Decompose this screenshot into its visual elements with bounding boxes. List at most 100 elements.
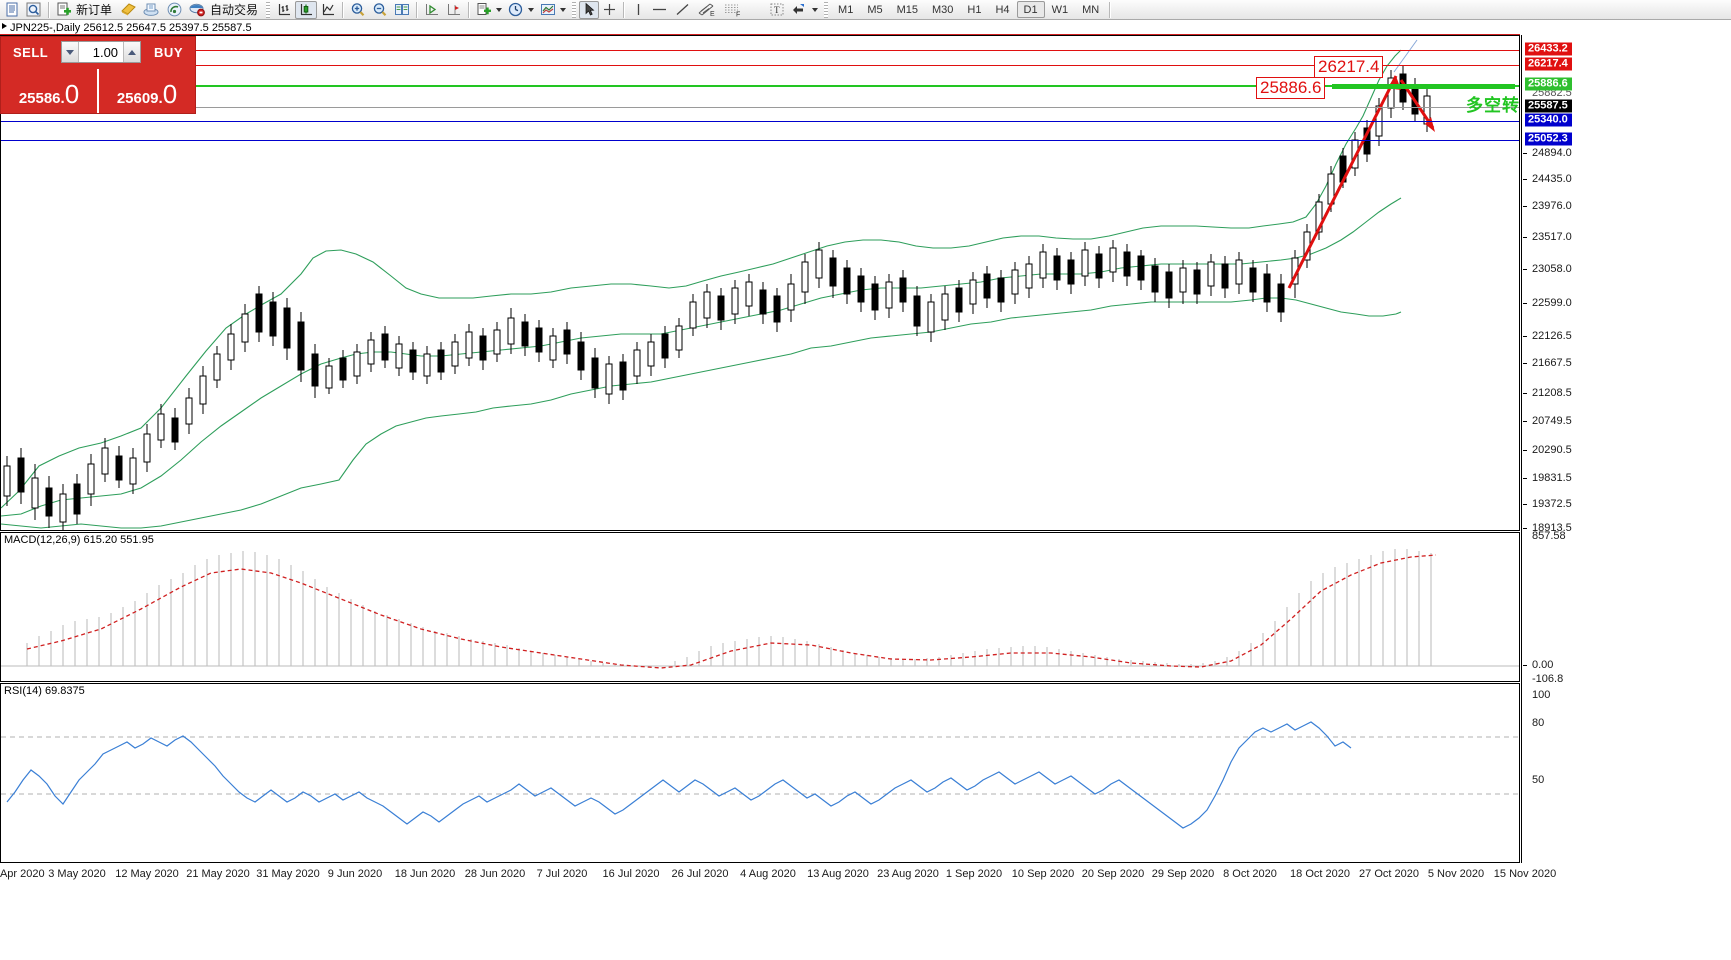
tag-25587[interactable]: 25587.5 <box>1525 99 1572 113</box>
chevron-down-icon[interactable] <box>496 7 503 12</box>
chart-shift-icon[interactable] <box>443 1 465 19</box>
toolbar-separator <box>48 1 50 18</box>
tick-label-5: 23058.0 <box>1532 263 1572 275</box>
toolbar-separator-3 <box>416 1 419 18</box>
price-box-mid[interactable]: 25886.6 <box>1256 77 1326 99</box>
arrows-tool[interactable] <box>788 1 821 19</box>
tag-25340[interactable]: 25340.0 <box>1525 113 1572 127</box>
signals-icon[interactable] <box>163 1 186 19</box>
candlestick-chart-icon[interactable] <box>295 0 318 19</box>
date-label-14: 1 Sep 2020 <box>945 868 1003 880</box>
vertical-line-tool[interactable] <box>628 1 648 19</box>
tf-h4[interactable]: H4 <box>995 3 1010 16</box>
macd-tick-0: 0.00 <box>1532 659 1554 671</box>
date-axis[interactable]: 3 Apr 2020 3 May 2020 12 May 2020 21 May… <box>0 865 1731 885</box>
turning-point-annotation[interactable]: 多空转折点 <box>1466 96 1520 115</box>
price-box-high[interactable]: 26217.4 <box>1314 56 1384 78</box>
metaeditor-icon[interactable] <box>117 1 140 19</box>
toolbar-grip[interactable] <box>266 1 271 18</box>
tf-mn[interactable]: MN <box>1082 3 1100 16</box>
main-toolbar: 新订单 自动交易 <box>0 0 1731 20</box>
macd-pane[interactable]: MACD(12,26,9) 615.20 551.95 <box>0 532 1520 682</box>
volume-increase-button[interactable] <box>123 42 141 62</box>
volume-input[interactable]: 1.00 <box>92 44 119 60</box>
rsi-pane[interactable]: RSI(14) 69.8375 <box>0 683 1520 863</box>
new-chart-icon[interactable] <box>2 1 23 19</box>
tag-26217[interactable]: 26217.4 <box>1525 57 1572 71</box>
terminal-icon[interactable] <box>140 1 163 19</box>
toolbar-separator-2 <box>342 1 345 18</box>
tick-label-7: 22126.5 <box>1532 330 1572 342</box>
macd-label: MACD(12,26,9) 615.20 551.95 <box>4 534 154 546</box>
zoom-out-icon[interactable] <box>369 1 391 19</box>
chevron-down-icon-4[interactable] <box>812 7 819 12</box>
horizontal-line-tool[interactable] <box>648 1 671 19</box>
text-label-tool[interactable]: T <box>766 1 788 19</box>
macd-tick-mark-0 <box>1523 665 1527 666</box>
tf-d1[interactable]: D1 <box>1016 1 1045 18</box>
profiles-icon[interactable] <box>23 1 45 19</box>
toolbar-separator-5 <box>623 1 626 18</box>
buy-price[interactable]: 25609 . 0 <box>99 81 195 113</box>
buy-button[interactable]: BUY <box>154 44 183 60</box>
tf-m15[interactable]: M15 <box>896 3 918 16</box>
templates-button[interactable] <box>537 1 569 19</box>
level-line-25052 <box>1 140 1519 141</box>
tick-label-8: 21667.5 <box>1532 357 1572 369</box>
new-order-button[interactable]: 新订单 <box>53 1 117 19</box>
toolbar-grip-3[interactable] <box>824 1 829 18</box>
level-line-26217 <box>1 65 1519 66</box>
equidistant-channel-tool[interactable]: E <box>694 1 720 19</box>
date-label-17: 29 Sep 2020 <box>1151 868 1215 880</box>
date-label-21: 5 Nov 2020 <box>1427 868 1485 880</box>
periods-button[interactable] <box>505 1 537 19</box>
tick-label-9: 21208.5 <box>1532 387 1572 399</box>
level-line-25587 <box>1 107 1519 108</box>
autotrading-label: 自动交易 <box>210 3 259 17</box>
tag-26433[interactable]: 26433.2 <box>1525 42 1572 56</box>
toolbar-separator-6 <box>1109 1 1112 18</box>
auto-scroll-icon[interactable] <box>421 1 443 19</box>
crosshair-tool[interactable] <box>599 1 620 19</box>
text-tool[interactable] <box>746 1 766 19</box>
chevron-down-icon-3[interactable] <box>560 7 567 12</box>
price-scale[interactable]: 24894.0 24435.0 23976.0 23517.0 23058.0 … <box>1521 35 1731 863</box>
tag-25052[interactable]: 25052.3 <box>1525 132 1572 146</box>
tag-25886[interactable]: 25886.6 <box>1525 77 1572 91</box>
sell-button[interactable]: SELL <box>13 44 49 60</box>
chevron-down-icon-vol <box>66 49 75 55</box>
level-line-25340 <box>1 121 1519 122</box>
autotrading-button[interactable]: 自动交易 <box>186 1 263 19</box>
tick-mark-7 <box>1523 336 1527 337</box>
date-label-20: 27 Oct 2020 <box>1359 868 1419 880</box>
tf-w1[interactable]: W1 <box>1051 3 1069 16</box>
bar-chart-icon[interactable] <box>273 1 295 19</box>
cursor-tool[interactable] <box>579 0 600 19</box>
tf-m5[interactable]: M5 <box>867 3 883 16</box>
volume-stepper[interactable]: 1.00 <box>61 41 142 63</box>
volume-decrease-button[interactable] <box>62 42 80 62</box>
svg-text:F: F <box>736 12 740 18</box>
line-chart-icon[interactable] <box>317 1 339 19</box>
one-click-trading-panel[interactable]: SELL 1.00 BUY 25586 . 0 25609 . 0 <box>0 36 196 114</box>
buy-price-frac: 0 <box>162 79 178 109</box>
tick-label-11: 20290.5 <box>1532 444 1572 456</box>
chevron-down-icon-2[interactable] <box>528 7 535 12</box>
date-label-1: 3 May 2020 <box>48 868 106 880</box>
trendline-tool[interactable] <box>671 1 694 19</box>
tick-mark-9 <box>1523 393 1527 394</box>
tf-m1[interactable]: M1 <box>838 3 854 16</box>
indicators-button[interactable] <box>473 1 505 19</box>
tick-label-13: 19372.5 <box>1532 498 1572 510</box>
date-label-10: 26 Jul 2020 <box>671 868 729 880</box>
fibonacci-tool[interactable]: F <box>720 1 746 19</box>
zoom-in-icon[interactable] <box>347 1 369 19</box>
tf-h1[interactable]: H1 <box>967 3 982 16</box>
sell-price[interactable]: 25586 . 0 <box>1 81 97 113</box>
tf-m30[interactable]: M30 <box>932 3 954 16</box>
sell-price-dot: . <box>60 90 65 107</box>
tick-label-14: 18913.5 <box>1532 522 1572 534</box>
toolbar-grip-2[interactable] <box>572 1 577 18</box>
tile-windows-icon[interactable] <box>391 1 413 19</box>
price-pane[interactable]: 26217.4 25886.6 多空转折点 <box>0 35 1520 531</box>
